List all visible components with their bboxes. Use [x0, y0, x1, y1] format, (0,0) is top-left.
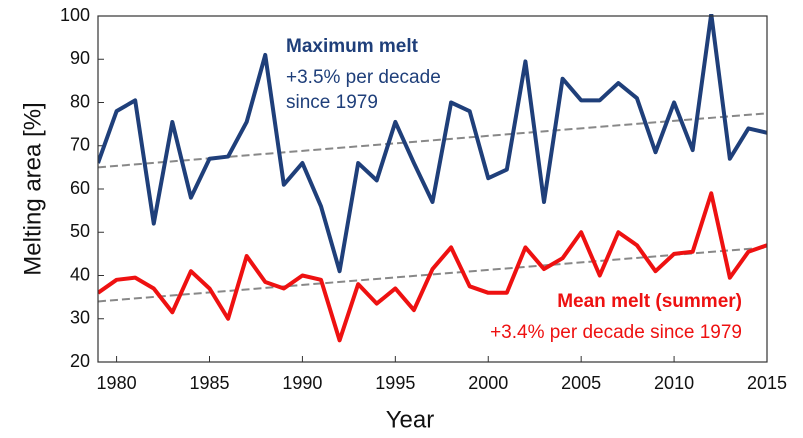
annotation: +3.4% per decade since 1979 — [490, 322, 742, 343]
y-tick-label: 50 — [70, 221, 90, 241]
x-tick-label: 2015 — [747, 373, 787, 393]
y-axis-label: Melting area [%] — [19, 102, 46, 275]
y-tick-label: 20 — [70, 351, 90, 371]
annotation: Mean melt (summer) — [557, 291, 742, 312]
y-tick-label: 40 — [70, 264, 90, 284]
series-line — [98, 191, 767, 343]
annotation: since 1979 — [286, 92, 378, 113]
x-axis-label: Year — [386, 406, 435, 433]
x-tick-label: 2005 — [561, 373, 601, 393]
trend-line — [98, 246, 767, 303]
y-tick-label: 90 — [70, 48, 90, 68]
x-tick-label: 2000 — [468, 373, 508, 393]
annotation: Maximum melt — [286, 36, 419, 57]
x-tick-label: 1990 — [282, 373, 322, 393]
x-tick-label: 1980 — [97, 373, 137, 393]
plot-area — [98, 14, 767, 343]
y-tick-label: 70 — [70, 135, 90, 155]
plot-frame — [97, 15, 768, 363]
x-tick-label: 1985 — [189, 373, 229, 393]
x-tick-label: 2010 — [654, 373, 694, 393]
y-tick-label: 100 — [60, 5, 90, 25]
x-tick-label: 1995 — [375, 373, 415, 393]
y-tick-label: 30 — [70, 308, 90, 328]
y-tick-label: 80 — [70, 91, 90, 111]
series-line — [98, 14, 767, 274]
y-tick-label: 60 — [70, 178, 90, 198]
annotation: +3.5% per decade — [286, 67, 441, 88]
